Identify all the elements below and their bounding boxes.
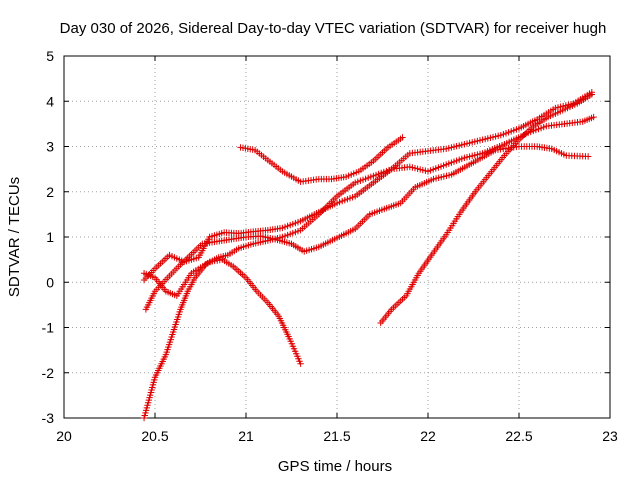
x-tick-label: 21.5 bbox=[323, 428, 350, 444]
y-tick-label: 3 bbox=[46, 139, 54, 155]
series-trace-4 bbox=[140, 256, 304, 367]
data-point bbox=[588, 91, 595, 98]
series-trace-3 bbox=[140, 113, 597, 284]
y-axis-label: SDTVAR / TECUs bbox=[6, 177, 23, 297]
y-tick-label: 0 bbox=[46, 274, 54, 290]
x-tick-label: 21 bbox=[238, 428, 254, 444]
chart-title: Day 030 of 2026, Sidereal Day-to-day VTE… bbox=[60, 20, 607, 37]
y-tick-label: 1 bbox=[46, 229, 54, 245]
data-point bbox=[297, 360, 304, 367]
x-tick-label: 20 bbox=[56, 428, 72, 444]
x-tick-label: 22 bbox=[420, 428, 436, 444]
x-tick-label: 20.5 bbox=[141, 428, 168, 444]
data-point bbox=[590, 113, 597, 121]
data-point bbox=[584, 153, 592, 160]
y-tick-label: -3 bbox=[42, 410, 55, 426]
y-tick-label: 4 bbox=[46, 93, 54, 109]
axes bbox=[63, 55, 611, 419]
y-tick-label: 5 bbox=[46, 48, 54, 64]
x-tick-label: 23 bbox=[602, 428, 618, 444]
data-point bbox=[399, 134, 406, 141]
series-trace-1 bbox=[237, 134, 406, 185]
y-tick-label: -1 bbox=[42, 320, 55, 336]
series-trace-6 bbox=[377, 91, 595, 327]
y-tick-label: 2 bbox=[46, 184, 54, 200]
y-tick-label: -2 bbox=[42, 365, 55, 381]
x-tick-label: 22.5 bbox=[505, 428, 532, 444]
x-axis-label: GPS time / hours bbox=[278, 458, 392, 475]
data-series bbox=[140, 89, 597, 422]
